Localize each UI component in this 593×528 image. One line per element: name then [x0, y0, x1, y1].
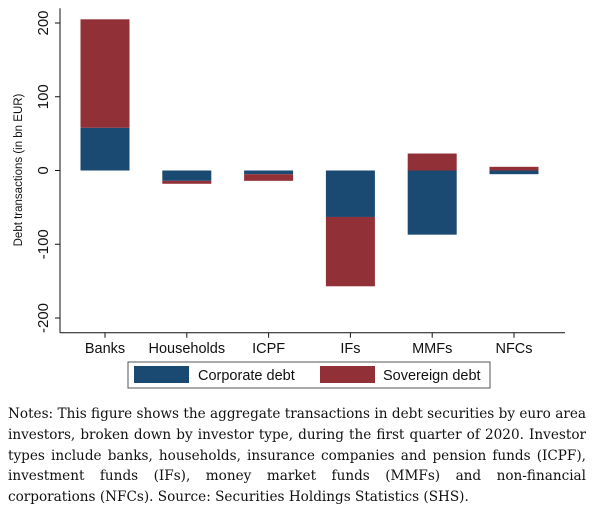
bar-households-sovereign-debt: [162, 180, 212, 184]
x-tick-label-households: Households: [149, 341, 226, 357]
legend-swatch-sovereign-debt: [320, 366, 375, 383]
y-tick-label: 100: [35, 84, 52, 109]
legend-label-sovereign-debt: Sovereign debt: [383, 368, 481, 384]
bar-icpf-corporate-debt: [244, 170, 294, 175]
bar-icpf-sovereign-debt: [244, 174, 294, 181]
x-tick-label-ifs: IFs: [340, 341, 360, 357]
bars: [80, 19, 539, 287]
x-tick-label-icpf: ICPF: [252, 341, 285, 357]
x-axis: Banks Households ICPF IFs MMFs NFCs: [60, 332, 565, 357]
figure-notes: Notes: This figure shows the aggregate t…: [8, 406, 586, 506]
bar-nfcs-corporate-debt: [489, 170, 539, 175]
bar-ifs-sovereign-debt: [325, 216, 375, 287]
y-tick-label: -200: [35, 303, 52, 333]
bar-households-corporate-debt: [162, 170, 212, 181]
x-tick-label-banks: Banks: [85, 341, 125, 357]
bar-ifs-corporate-debt: [325, 170, 375, 217]
bar-nfcs-sovereign-debt: [489, 166, 539, 171]
legend-swatch-corporate-debt: [134, 366, 189, 383]
bar-mmfs-sovereign-debt: [407, 153, 457, 171]
bar-banks-sovereign-debt: [80, 19, 130, 128]
bar-banks-corporate-debt: [80, 127, 130, 171]
bar-mmfs-corporate-debt: [407, 170, 457, 235]
legend-label-corporate-debt: Corporate debt: [198, 368, 295, 384]
y-axis: -200 -100 0 100 200: [35, 8, 61, 333]
y-tick-label: -100: [35, 229, 52, 259]
y-tick-label: 0: [35, 166, 52, 174]
x-tick-label-mmfs: MMFs: [412, 341, 452, 357]
x-tick-label-nfcs: NFCs: [495, 341, 532, 357]
y-axis-label: Debt transactions (in bn EUR): [13, 93, 25, 246]
legend: Corporate debt Sovereign debt: [127, 361, 491, 389]
debt-transactions-chart: -200 -100 0 100 200 Banks Households ICPF IFs MM…: [13, 8, 565, 389]
y-tick-label: 200: [35, 10, 52, 35]
